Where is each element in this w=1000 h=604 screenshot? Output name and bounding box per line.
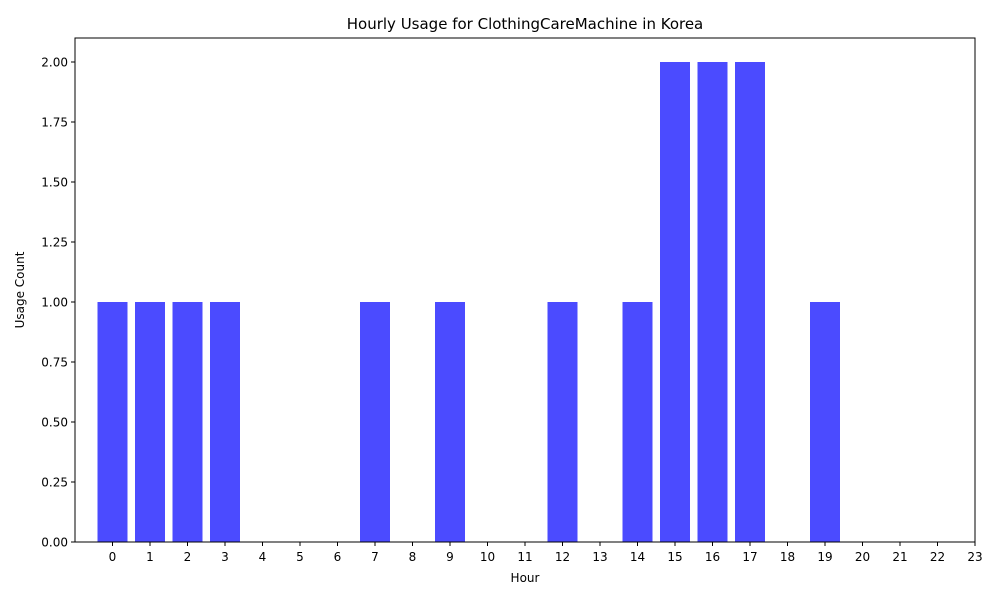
x-tick-label: 3 — [221, 550, 229, 564]
bar-hour-12 — [547, 302, 578, 542]
bar-hour-7 — [360, 302, 390, 542]
bar-hour-0 — [97, 302, 128, 542]
bar-hour-14 — [622, 302, 653, 542]
chart-title: Hourly Usage for ClothingCareMachine in … — [347, 15, 704, 33]
x-axis-label: Hour — [511, 571, 540, 585]
bar-hour-9 — [435, 302, 465, 542]
y-tick-label: 2.00 — [41, 56, 68, 70]
x-tick-label: 13 — [592, 550, 607, 564]
x-tick-label: 14 — [630, 550, 645, 564]
x-tick-label: 19 — [817, 550, 832, 564]
x-tick-label: 1 — [146, 550, 154, 564]
x-tick-label: 18 — [780, 550, 795, 564]
bars-layer — [97, 62, 840, 542]
x-tick-label: 16 — [705, 550, 720, 564]
x-tick-label: 0 — [109, 550, 117, 564]
x-tick-label: 6 — [334, 550, 342, 564]
y-axis-label: Usage Count — [13, 251, 27, 328]
y-tick-label: 1.75 — [41, 116, 68, 130]
x-tick-label: 12 — [555, 550, 570, 564]
y-tick-label: 0.00 — [41, 536, 68, 550]
y-tick-label: 1.50 — [41, 176, 68, 190]
y-tick-label: 1.00 — [41, 296, 68, 310]
x-tick-label: 10 — [480, 550, 495, 564]
bar-hour-3 — [210, 302, 240, 542]
x-tick-label: 17 — [742, 550, 757, 564]
x-tick-label: 21 — [892, 550, 907, 564]
x-tick-label: 5 — [296, 550, 304, 564]
plot-frame — [74, 37, 976, 543]
bar-hour-19 — [810, 302, 840, 542]
y-tick-label: 0.50 — [41, 416, 68, 430]
ticks-layer: 0 1 2 3 4 5 6 7 8 9 10 11 12 13 14 15 16 17 18 19 20 21 22 230.… — [41, 56, 982, 565]
y-tick-label: 0.75 — [41, 356, 68, 370]
x-tick-label: 20 — [855, 550, 870, 564]
x-tick-label: 11 — [517, 550, 532, 564]
y-tick-label: 0.25 — [41, 476, 68, 490]
x-tick-label: 7 — [371, 550, 379, 564]
x-tick-label: 8 — [409, 550, 417, 564]
x-tick-label: 15 — [667, 550, 682, 564]
y-tick-label: 1.25 — [41, 236, 68, 250]
x-tick-label: 23 — [967, 550, 982, 564]
bar-hour-1 — [135, 302, 165, 542]
x-tick-label: 22 — [930, 550, 945, 564]
bar-hour-2 — [172, 302, 203, 542]
x-tick-label: 4 — [259, 550, 267, 564]
x-tick-label: 2 — [184, 550, 192, 564]
bar-hour-16 — [697, 62, 728, 542]
bar-hour-15 — [660, 62, 690, 542]
x-tick-label: 9 — [446, 550, 454, 564]
bar-hour-17 — [735, 62, 765, 542]
